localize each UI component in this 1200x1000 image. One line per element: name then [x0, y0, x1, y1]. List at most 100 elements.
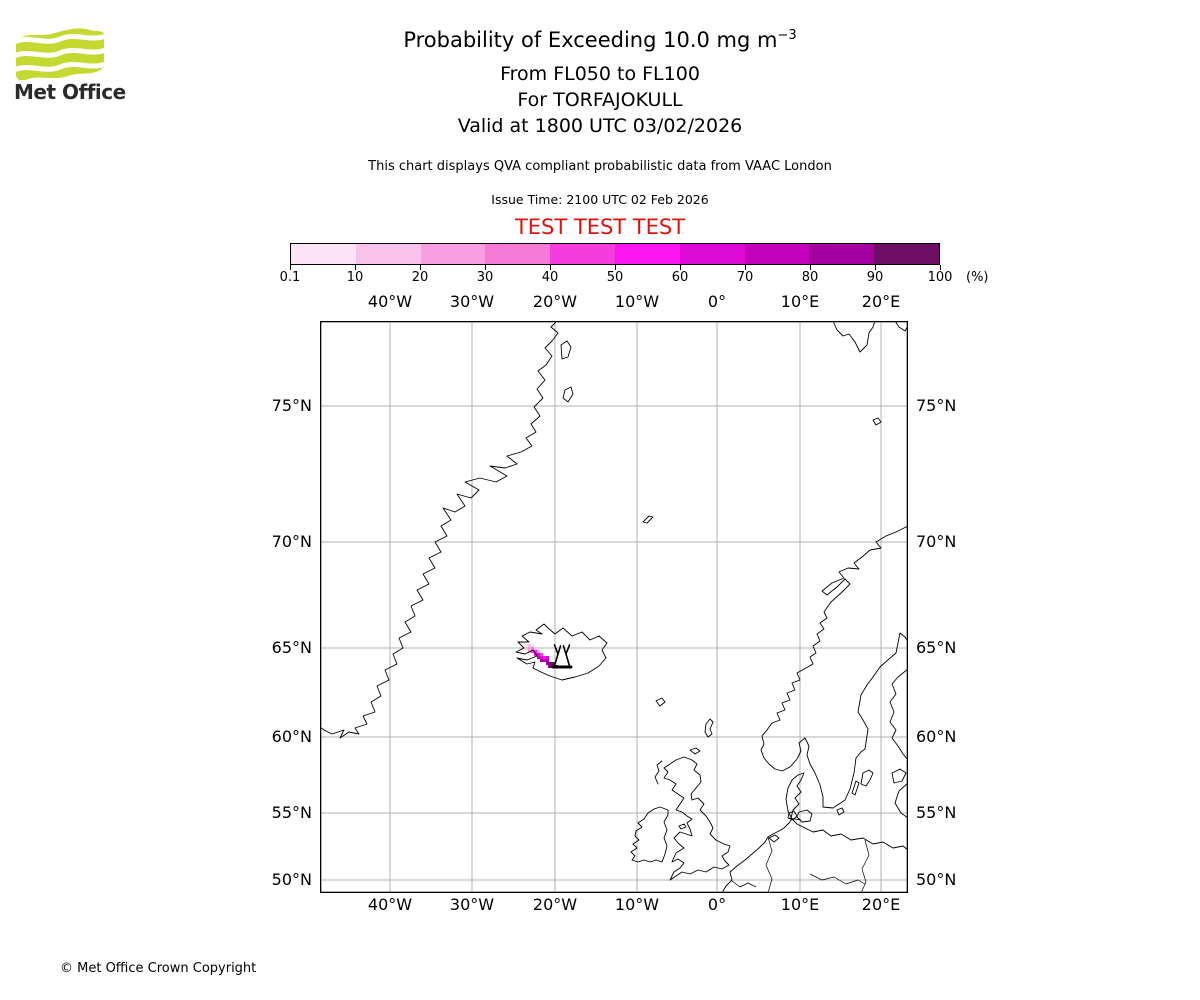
- coastline-greenland: [320, 321, 559, 739]
- colorbar-segment-9: [874, 244, 939, 264]
- lat-label-left: 70°N: [271, 532, 312, 551]
- coastline-isle-of-man: [678, 823, 687, 830]
- lon-label-bottom: 20°E: [861, 895, 901, 914]
- lon-label-bottom: 20°W: [532, 895, 578, 914]
- coastline-greenland-island-1: [560, 340, 572, 360]
- coastline-scandinavia: [760, 525, 908, 809]
- lon-label-bottom: 10°E: [780, 895, 820, 914]
- subtitle-flight-levels: From FL050 to FL100: [500, 63, 700, 85]
- coastline-funen: [787, 810, 798, 821]
- border-dk-de: [788, 817, 802, 821]
- colorbar-tick-label: 0.1: [279, 270, 301, 285]
- colorbar-tick-label: 20: [411, 270, 429, 285]
- colorbar-tick: [355, 265, 356, 270]
- probability-colorbar: [290, 243, 940, 265]
- lon-label-top: 20°W: [532, 292, 578, 311]
- coastline-gotland: [860, 769, 874, 787]
- colorbar-tick: [420, 265, 421, 270]
- lon-label-top: 10°W: [614, 292, 660, 311]
- colorbar-tick: [485, 265, 486, 270]
- subtitle-volcano: For TORFAJOKULL: [517, 89, 683, 111]
- colorbar-swatches: [291, 244, 939, 264]
- colorbar-tick-label: 80: [801, 270, 819, 285]
- lat-label-left: 65°N: [271, 638, 312, 657]
- colorbar-segment-0: [291, 244, 356, 264]
- coastline-continent: [721, 772, 908, 893]
- met-office-logo-icon: [16, 28, 104, 80]
- border-nl-de: [765, 836, 773, 893]
- colorbar-tick-label: 50: [606, 270, 624, 285]
- colorbar-segment-5: [614, 244, 680, 264]
- lat-label-right: 50°N: [916, 870, 957, 889]
- colorbar-tick-label: 30: [476, 270, 494, 285]
- colorbar-unit-label: (%): [966, 270, 989, 285]
- lon-label-top: 30°W: [449, 292, 495, 311]
- coastline-oland: [851, 780, 860, 796]
- lat-label-right: 70°N: [916, 532, 957, 551]
- met-office-logo-text: Met Office: [14, 80, 126, 104]
- colorbar-segment-2: [420, 244, 486, 264]
- coastline-hebrides: [654, 760, 663, 785]
- colorbar-tick: [615, 265, 616, 270]
- lat-label-left: 55°N: [271, 803, 312, 822]
- coastline-svalbard-corner: [894, 321, 908, 332]
- lat-label-right: 65°N: [916, 638, 957, 657]
- subtitle-valid-time: Valid at 1800 UTC 03/02/2026: [457, 115, 743, 137]
- border-de-cz: [809, 873, 866, 885]
- map-frame: [320, 321, 908, 893]
- lat-label-right: 60°N: [916, 727, 957, 746]
- coastline-jan-mayen: [642, 515, 654, 524]
- colorbar-tick: [810, 265, 811, 270]
- colorbar-tick: [550, 265, 551, 270]
- colorbar-segment-1: [355, 244, 421, 264]
- coastline-bear-island: [872, 417, 882, 426]
- coastline-faroe: [655, 697, 666, 707]
- lon-label-top: 10°E: [780, 292, 820, 311]
- coastlines: [320, 321, 908, 893]
- lat-label-right: 55°N: [916, 803, 957, 822]
- coastline-ijsselmeer: [768, 834, 780, 843]
- lon-label-bottom: 30°W: [449, 895, 495, 914]
- lat-label-left: 75°N: [271, 396, 312, 415]
- colorbar-tick: [875, 265, 876, 270]
- colorbar-tick-label: 70: [736, 270, 754, 285]
- lat-label-left: 50°N: [271, 870, 312, 889]
- coastline-baltics: [894, 782, 908, 819]
- coastline-orkney: [689, 747, 701, 755]
- coastline-ireland: [630, 806, 669, 863]
- lon-label-top: 0°: [707, 292, 727, 311]
- coastline-greenland-island-2: [562, 386, 574, 403]
- colorbar-tick-label: 40: [541, 270, 559, 285]
- coastline-finland-bothnia: [889, 668, 908, 761]
- lat-label-left: 60°N: [271, 727, 312, 746]
- copyright-text: © Met Office Crown Copyright: [60, 961, 257, 976]
- lon-label-top: 20°E: [861, 292, 901, 311]
- page-title: Probability of Exceeding 10.0 mg m−3: [403, 28, 797, 52]
- issue-time: Issue Time: 2100 UTC 02 Feb 2026: [491, 192, 709, 207]
- colorbar-segment-8: [809, 244, 875, 264]
- border-be-fr: [731, 880, 757, 888]
- coastline-zealand: [796, 809, 813, 823]
- colorbar-tick-label: 60: [671, 270, 689, 285]
- colorbar-segment-7: [744, 244, 810, 264]
- coastline-shetland: [704, 718, 714, 738]
- title-exponent: −3: [777, 28, 797, 43]
- colorbar-tick: [680, 265, 681, 270]
- coastline-iceland: [515, 623, 608, 681]
- qva-description: This chart displays QVA compliant probab…: [368, 159, 832, 174]
- colorbar-segment-6: [679, 244, 745, 264]
- coastline-svalbard: [832, 321, 876, 353]
- graticule: [320, 321, 908, 893]
- test-banner: TEST TEST TEST: [514, 215, 686, 239]
- colorbar-segment-4: [550, 244, 615, 264]
- lon-label-bottom: 40°W: [367, 895, 413, 914]
- volcano-marker-icon: [551, 644, 573, 669]
- colorbar-tick: [290, 265, 291, 270]
- colorbar-tick-label: 90: [866, 270, 884, 285]
- map-canvas: [320, 321, 908, 893]
- coastline-bornholm: [836, 807, 845, 816]
- colorbar-segment-3: [485, 244, 551, 264]
- lon-label-bottom: 10°W: [614, 895, 660, 914]
- colorbar-tick-label: 10: [346, 270, 364, 285]
